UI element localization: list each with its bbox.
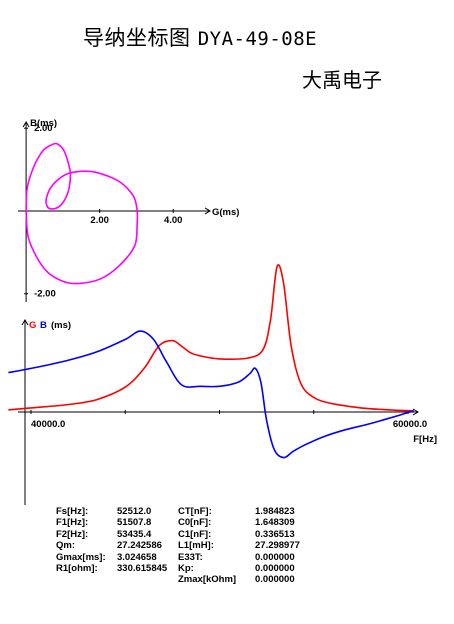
model-code: DYA-49-08E: [197, 28, 318, 50]
x-tick-label: 60000.0: [393, 419, 427, 430]
param-value: 51507.8: [117, 517, 152, 529]
param-label: Qm:: [56, 540, 75, 552]
param-row: Fs[Hz]: 52512.0 CT[nF]: 1.984823: [56, 506, 315, 517]
legend-b: B: [40, 320, 47, 331]
y-tick-label: 2.00: [34, 123, 53, 134]
param-label: Zmax[kOhm]: [178, 574, 237, 586]
conductance-g-curve: [8, 264, 414, 412]
param-label: Fs[Hz]:: [56, 506, 89, 517]
x-tick-label: 4.00: [164, 215, 183, 226]
param-label: Gmax[ms]:: [56, 551, 106, 563]
param-value: 330.615845: [117, 563, 168, 575]
frequency-response-chart: G B (ms) F[Hz] 40000.0 60000.0: [8, 264, 437, 505]
param-value: 1.984823: [255, 506, 295, 517]
admittance-circle-chart: B(ms) G(ms) 2.00 4.00 2.00 -2.00: [18, 118, 239, 302]
param-label: C0[nF]:: [178, 517, 212, 529]
y-axis-label: (ms): [51, 320, 71, 331]
param-value: 0.336513: [255, 528, 295, 540]
param-label: L1[mH]:: [178, 540, 214, 552]
param-label: Kp:: [178, 563, 194, 575]
param-row: Zmax[kOhm] 0.000000: [56, 574, 315, 585]
y-axis-label: B(ms): [30, 118, 57, 129]
param-value: 52512.0: [117, 506, 152, 517]
page-title: 导纳坐标图 DYA-49-08E: [83, 22, 317, 52]
parameter-table: Fs[Hz]: 52512.0 CT[nF]: 1.984823 F1[Hz]: 5150…: [56, 506, 315, 586]
param-value: 1.648309: [255, 517, 295, 529]
y-tick-label: -2.00: [34, 289, 56, 300]
param-label: F2[Hz]:: [56, 528, 89, 540]
param-row: F1[Hz]: 51507.8 C0[nF]: 1.648309: [56, 517, 315, 528]
param-value: 0.000000: [255, 563, 295, 575]
param-label: F1[Hz]:: [56, 517, 89, 529]
param-value: 27.298977: [255, 540, 300, 552]
param-value: 0.000000: [255, 551, 295, 563]
y-axis-arrow: [22, 121, 30, 128]
param-value: [117, 574, 178, 585]
param-value: 53435.4: [117, 528, 152, 540]
param-row: Qm: 27.242586 L1[mH]: 27.298977: [56, 540, 315, 551]
param-row: R1[ohm]: 330.615845 Kp: 0.000000: [56, 563, 315, 574]
param-value: 3.024658: [117, 551, 157, 563]
title-cn: 导纳坐标图: [83, 26, 191, 50]
param-value: 27.242586: [117, 540, 162, 552]
susceptance-b-curve: [8, 330, 414, 459]
x-axis-arrow: [412, 408, 419, 416]
x-tick-label: 40000.0: [31, 419, 65, 430]
x-tick-label: 2.00: [90, 215, 109, 226]
param-row: F2[Hz]: 53435.4 C1[nF]: 0.336513: [56, 529, 315, 540]
param-label: E33T:: [178, 551, 203, 563]
x-axis-arrow: [204, 207, 211, 215]
admittance-curve: [25, 142, 139, 285]
param-label: CT[nF]:: [178, 506, 212, 517]
param-label: C1[nF]:: [178, 528, 212, 540]
company-name: 大禹电子: [302, 68, 382, 92]
param-label: [56, 574, 117, 585]
y-axis-arrow: [21, 319, 29, 326]
legend-g: G: [29, 320, 36, 331]
x-axis-label: G(ms): [212, 207, 239, 218]
param-value: 0.000000: [255, 574, 295, 586]
param-label: R1[ohm]:: [56, 563, 98, 575]
param-row: Gmax[ms]: 3.024658 E33T: 0.000000: [56, 552, 315, 563]
x-axis-label: F[Hz]: [413, 434, 437, 445]
